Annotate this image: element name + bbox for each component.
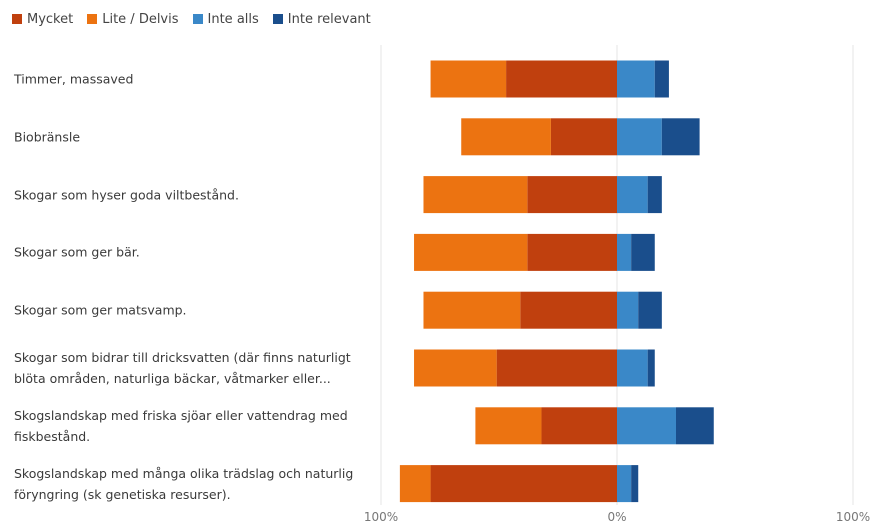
x-tick-label: 100% [364,510,398,522]
bar-segment-lite-delvis [414,349,497,387]
bar-segment-inte-alls [617,349,648,387]
legend-item-inte-relevant: Inte relevant [272,11,371,27]
legend-swatch [272,14,283,24]
bar-segment-lite-delvis [414,233,528,271]
bar-segment-inte-alls [617,407,676,445]
bar-segment-lite-delvis [399,465,431,503]
bar-segment-inte-relevant [647,349,655,387]
bar-segment-inte-relevant [661,118,700,156]
category-label: Skogar som hyser goda viltbestånd. [14,187,239,203]
bar-segment-inte-relevant [647,176,662,214]
category-label: Skogar som bidrar till dricksvatten (där… [14,350,351,386]
legend-item-lite-delvis: Lite / Delvis [87,11,179,27]
legend-item-inte-alls: Inte alls [192,11,259,27]
category-label: Skogar som ger bär. [14,244,140,260]
legend-swatch [192,14,203,24]
bar-segment-mycket [496,349,617,387]
bar-segment-lite-delvis [423,291,521,329]
bar-segment-inte-relevant [638,291,662,329]
legend-swatch [87,14,98,24]
legend: Mycket Lite / Delvis Inte alls Inte relevan… [12,9,385,29]
category-labels: Timmer, massaved Biobränsle Skogar som hys… [0,0,370,522]
category-label: Timmer, massaved [14,71,134,87]
bar-segment-lite-delvis [461,118,551,156]
bar-segment-mycket [506,60,617,98]
bar-segment-inte-relevant [631,465,639,503]
bar-segment-inte-alls [617,176,648,214]
x-tick-label: 100% [836,510,870,522]
legend-label: Inte alls [207,11,259,27]
bar-segment-lite-delvis [430,60,507,98]
bar-segment-lite-delvis [423,176,528,214]
legend-swatch [12,14,22,24]
bar-segment-inte-alls [617,465,632,503]
bar-segment-mycket [527,176,617,214]
bar-segment-inte-relevant [676,407,714,445]
bar-segment-mycket [550,118,617,156]
category-label: Biobränsle [14,129,81,145]
bar-segment-inte-alls [617,291,639,329]
legend-label: Mycket [27,11,74,27]
legend-label: Lite / Delvis [102,11,179,27]
legend-item-mycket: Mycket [12,12,73,27]
bar-segment-mycket [527,233,617,271]
bar-segment-inte-alls [617,118,662,156]
bar-segment-inte-relevant [631,233,655,271]
bar-segment-mycket [541,407,617,445]
bar-segment-mycket [430,465,617,503]
legend-label: Inte relevant [287,11,371,27]
bar-segment-mycket [520,291,617,329]
category-label: Skogslandskap med många olika trädslag o… [14,465,354,502]
bar-segment-inte-alls [617,60,655,98]
category-label: Skogslandskap med friska sjöar eller vat… [14,407,348,444]
bar-segment-inte-alls [617,233,632,271]
category-label: Skogar som ger matsvamp. [14,302,187,318]
bar-segment-lite-delvis [475,407,542,445]
x-tick-label: 0% [607,510,626,522]
bar-segment-inte-relevant [654,60,669,98]
